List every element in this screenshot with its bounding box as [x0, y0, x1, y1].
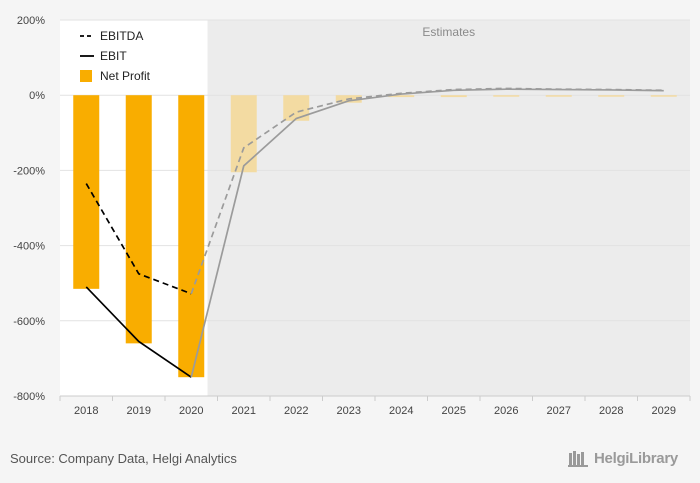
net-profit-bar [440, 95, 467, 98]
net-profit-bar [230, 95, 257, 173]
net-profit-bar [178, 95, 205, 378]
x-tick-label: 2020 [179, 405, 203, 417]
y-tick-label: 200% [17, 15, 45, 27]
brand-name: HelgiLibrary [594, 449, 678, 467]
net-profit-bar [73, 95, 100, 289]
estimates-label: Estimates [422, 25, 475, 39]
net-profit-bar [650, 95, 677, 97]
ebit-line-estimate [190, 88, 664, 378]
x-tick-label: 2026 [494, 405, 518, 417]
legend-label-ebit: EBIT [100, 49, 127, 63]
legend-swatch-net-profit [80, 70, 92, 82]
x-tick-label: 2022 [284, 405, 308, 417]
x-tick-label: 2028 [599, 405, 623, 417]
y-tick-label: -200% [13, 165, 45, 177]
ebit-line-actual [85, 286, 192, 378]
x-tick-label: 2027 [547, 405, 571, 417]
chart: Estimates 200% 0% -200% -400% -600% -800% 2018 2… [13, 15, 691, 417]
x-tick-label: 2023 [337, 405, 361, 417]
library-icon [568, 451, 588, 467]
ebitda-line-actual [85, 183, 192, 295]
x-tick-label: 2021 [232, 405, 256, 417]
legend-label-ebitda: EBITDA [100, 29, 143, 43]
estimates-region [207, 20, 690, 396]
source-note: Source: Company Data, Helgi Analytics [10, 451, 237, 466]
x-tick-label: 2024 [389, 405, 413, 417]
net-profit-bar [545, 95, 572, 97]
net-profit-bar [388, 95, 415, 98]
net-profit-bar [283, 95, 310, 121]
y-tick-label: 0% [29, 90, 45, 102]
x-tick-label: 2019 [127, 405, 151, 417]
x-tick-label: 2018 [74, 405, 98, 417]
net-profit-bar [125, 95, 152, 344]
x-tick-label: 2025 [442, 405, 466, 417]
net-profit-bar [493, 95, 520, 97]
y-tick-label: -600% [13, 316, 45, 328]
chart-svg: Estimates 200% 0% -200% -400% -600% -800% 2018 2… [13, 15, 691, 417]
y-tick-label: -800% [13, 391, 45, 403]
y-tick-label: -400% [13, 241, 45, 253]
brand-logo[interactable]: HelgiLibrary [568, 449, 678, 467]
net-profit-bar [598, 95, 625, 97]
legend-label-net-profit: Net Profit [100, 69, 151, 83]
x-tick-label: 2029 [652, 405, 676, 417]
